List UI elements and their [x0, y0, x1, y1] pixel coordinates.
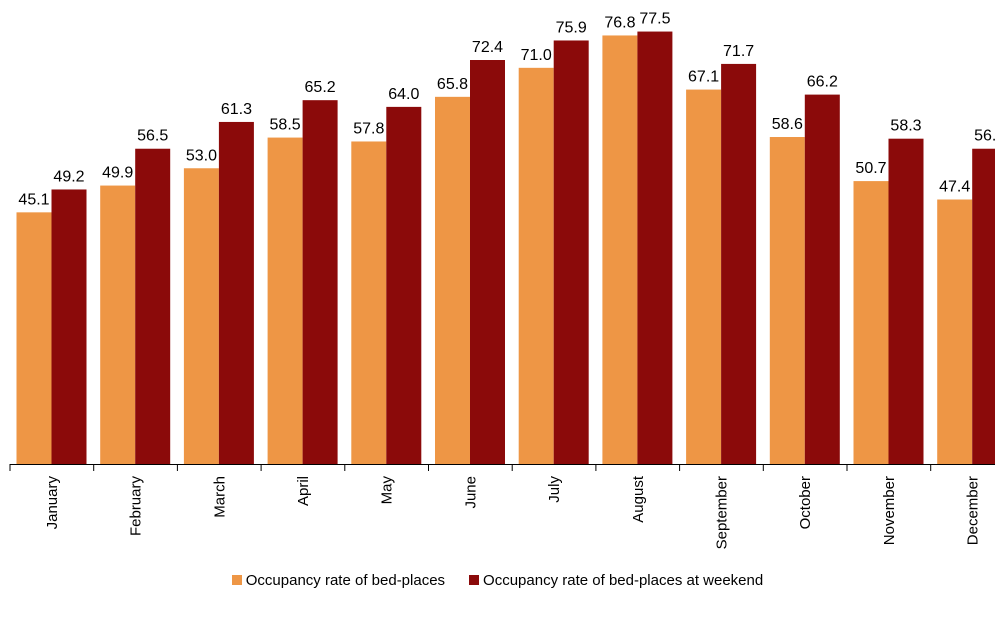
value-label-bed-places-weekend: 58.3 — [890, 118, 921, 135]
bar-bed-places — [435, 96, 470, 464]
value-label-bed-places-weekend: 61.3 — [221, 101, 252, 118]
value-label-bed-places: 58.5 — [270, 117, 301, 134]
bar-bed-places-weekend — [721, 63, 757, 464]
value-labels-group: 45.149.2 49.9 56.5 53.0 61.3 58.5 65.2 57.864.0… — [18, 11, 995, 209]
bar-bed-places — [183, 168, 219, 464]
value-label-bed-places: 45.1 — [18, 191, 49, 208]
bar-bed-places-weekend — [386, 106, 422, 464]
value-label-bed-places-weekend: 71.7 — [723, 43, 754, 60]
legend: Occupancy rate of bed-places Occupancy r… — [0, 568, 995, 592]
x-tick-label: March — [211, 476, 228, 518]
x-tick-label: February — [128, 476, 145, 537]
value-label-bed-places: 47.4 — [939, 179, 970, 196]
value-label-bed-places-weekend: 65.2 — [305, 79, 336, 96]
value-label-bed-places-weekend: 64.0 — [388, 86, 419, 103]
x-axis-ticks — [9, 464, 932, 471]
value-label-bed-places: 67.1 — [688, 69, 719, 86]
x-tick-label: November — [881, 476, 898, 545]
value-label-bed-places: 49.9 — [102, 165, 133, 182]
bar-bed-places — [518, 67, 554, 464]
value-label-bed-places: 65.8 — [437, 76, 468, 93]
legend-swatch-bed-places-weekend — [469, 575, 480, 585]
bar-bed-places-weekend — [470, 60, 505, 465]
bar-bed-places-weekend — [51, 189, 87, 465]
bar-bed-places-weekend — [302, 100, 338, 465]
bar-bed-places-weekend — [218, 121, 254, 465]
x-tick-label: May — [379, 476, 396, 505]
bar-bed-places — [686, 89, 722, 464]
legend-label-bed-places-weekend: Occupancy rate of bed-places at weekend — [483, 571, 764, 589]
value-label-bed-places: 50.7 — [855, 160, 886, 177]
value-label-bed-places-weekend: 66.2 — [807, 74, 838, 91]
legend-item-bed-places: Occupancy rate of bed-places — [231, 571, 446, 589]
x-tick-label: August — [630, 475, 647, 523]
x-axis-tick-labels: January February March April May June July Augu… — [44, 475, 982, 549]
value-label-bed-places: 58.6 — [772, 116, 803, 133]
bars-group — [16, 31, 995, 465]
bar-bed-places — [853, 181, 889, 464]
x-tick-label: December — [965, 476, 982, 545]
bar-bed-places-weekend — [637, 31, 673, 465]
value-label-bed-places: 53.0 — [186, 147, 217, 164]
bar-bed-places — [351, 141, 387, 464]
value-label-bed-places-weekend: 72.4 — [472, 39, 503, 56]
legend-item-bed-places-weekend: Occupancy rate of bed-places at weekend — [469, 572, 763, 589]
value-label-bed-places: 71.0 — [521, 47, 552, 64]
legend-label-bed-places: Occupancy rate of bed-places — [245, 571, 446, 589]
bar-bed-places-weekend — [972, 148, 995, 465]
x-tick-label: April — [295, 476, 312, 506]
bar-bed-places — [16, 212, 52, 464]
x-tick-label: January — [44, 476, 61, 530]
value-label-bed-places-weekend: 56.5 — [974, 128, 995, 145]
value-label-bed-places-weekend: 49.2 — [53, 168, 84, 185]
x-tick-label: September — [713, 476, 730, 549]
bar-bed-places — [267, 137, 303, 464]
x-tick-label: July — [546, 476, 563, 503]
value-label-bed-places-weekend: 77.5 — [639, 11, 670, 28]
bar-bed-places-weekend — [553, 40, 589, 465]
bar-bed-places — [769, 137, 805, 464]
value-label-bed-places: 57.8 — [353, 120, 384, 137]
bar-bed-places — [100, 185, 136, 465]
x-tick-label: October — [797, 476, 814, 529]
value-label-bed-places-weekend: 75.9 — [556, 19, 587, 36]
bar-bed-places-weekend — [135, 148, 171, 465]
legend-swatch-bed-places — [231, 575, 242, 585]
value-label-bed-places: 76.8 — [604, 14, 635, 31]
bar-bed-places-weekend — [804, 94, 840, 464]
bar-bed-places — [937, 199, 973, 464]
bar-bed-places-weekend — [888, 138, 924, 464]
x-tick-label: June — [462, 476, 479, 509]
value-label-bed-places-weekend: 56.5 — [137, 128, 168, 145]
bar-bed-places — [602, 35, 638, 465]
